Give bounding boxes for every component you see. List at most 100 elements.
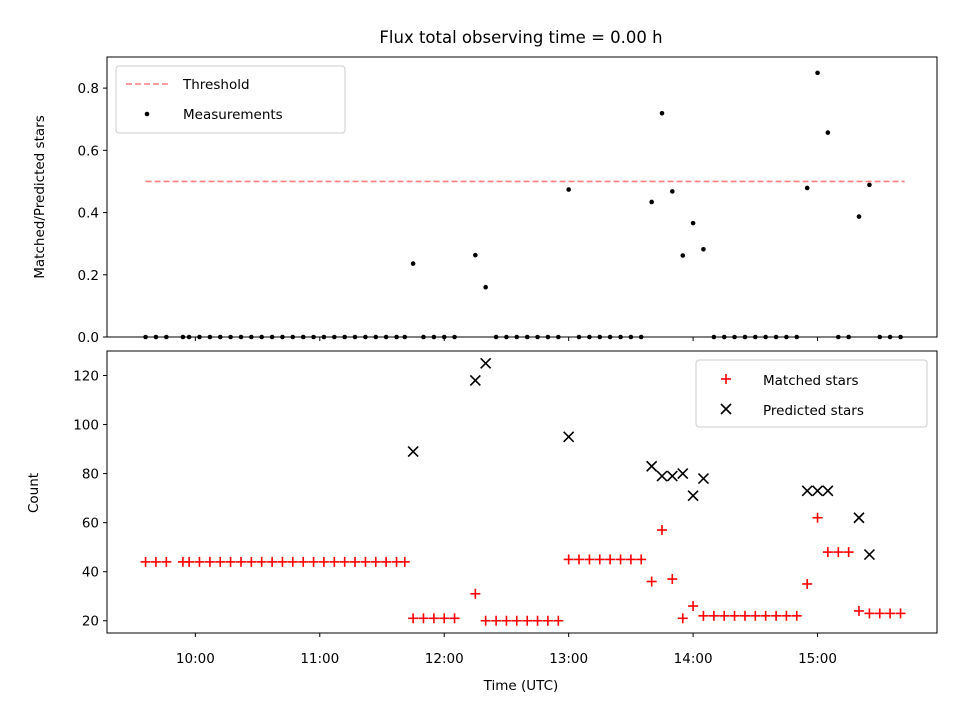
matched-star-point (449, 613, 460, 624)
matched-star-point (802, 578, 813, 589)
matched-star-point (350, 556, 361, 567)
bottom-x-tick-label: 15:00 (798, 651, 837, 667)
matched-star-point (399, 556, 410, 567)
predicted-star-point (853, 512, 865, 524)
predicted-star-point (677, 468, 689, 480)
matched-star-point (625, 554, 636, 565)
matched-star-point (277, 556, 288, 567)
matched-star-point (215, 556, 226, 567)
bottom-y-tick-label: 60 (82, 516, 99, 532)
measurement-point (825, 130, 831, 135)
bottom-y-tick-label: 120 (73, 369, 99, 385)
matched-star-point (480, 615, 491, 626)
matched-star-point (522, 615, 533, 626)
predicted-star-point (801, 485, 813, 497)
matched-star-point (739, 610, 750, 621)
measurement-point (867, 182, 872, 188)
measurement-point (473, 252, 478, 258)
matched-star-point (184, 556, 195, 567)
top-y-tick-label: 0.0 (78, 330, 99, 346)
measurement-point (483, 284, 488, 290)
matched-star-point (667, 574, 678, 585)
matched-star-point (204, 556, 215, 567)
matched-star-point (895, 608, 906, 619)
measurements-legend-swatch (144, 111, 150, 117)
matched-star-point (885, 608, 896, 619)
measurement-point (856, 214, 862, 219)
matched-star-point (339, 556, 350, 567)
matched-star-point (267, 556, 278, 567)
predicted-star-point (666, 470, 678, 482)
threshold-legend-label: Threshold (182, 77, 250, 93)
matched-star-point (308, 556, 319, 567)
matched-star-point (511, 615, 522, 626)
matched-star-point (194, 556, 205, 567)
predicted-star-point (863, 548, 875, 561)
measurement-point (566, 187, 571, 192)
predicted-star-point (656, 470, 668, 482)
predicted-star-point (646, 460, 658, 472)
bottom-x-axis-label: Time (UTC) (483, 678, 559, 694)
matched-star-point (140, 556, 151, 567)
measurement-point (815, 70, 820, 76)
matched-star-point (532, 615, 543, 626)
matched-star-point (656, 525, 667, 536)
matched-star-point (853, 605, 864, 616)
matched-star-point (408, 613, 419, 624)
matched-star-point (729, 610, 740, 621)
matched-star-point (615, 554, 626, 565)
matched-star-point (584, 554, 595, 565)
bottom-y-tick-label: 100 (73, 418, 99, 434)
matched-legend-swatch (721, 374, 731, 384)
measurement-point (701, 246, 706, 252)
matched-star-point (161, 556, 172, 567)
predicted-legend-label: Predicted stars (763, 403, 864, 419)
predicted-star-point (469, 374, 481, 386)
top-y-tick-label: 0.2 (78, 268, 99, 284)
top-panel: 0.00.20.40.60.8 Matched/Predicted stars … (32, 56, 938, 346)
measurement-point (670, 189, 675, 194)
matched-star-point (418, 613, 429, 624)
bottom-x-tick-label: 11:00 (300, 651, 339, 667)
matched-star-point (370, 556, 381, 567)
matched-star-point (318, 556, 329, 567)
matched-star-point (677, 613, 688, 624)
matched-star-point (236, 556, 247, 567)
matched-star-point (256, 556, 267, 567)
matched-star-point (708, 610, 719, 621)
matched-star-point (225, 556, 236, 567)
bottom-y-axis-label: Count (26, 473, 42, 513)
matched-star-point (646, 576, 657, 587)
bottom-y-tick-label: 40 (82, 565, 99, 581)
top-y-axis-label: Matched/Predicted stars (32, 115, 48, 278)
top-axes-frame (106, 56, 938, 338)
predicted-star-point (407, 445, 419, 458)
matched-star-point (822, 547, 833, 558)
measurements-legend-label: Measurements (183, 107, 283, 123)
predicted-star-point (811, 485, 824, 497)
top-y-tick-label: 0.8 (78, 81, 99, 97)
matched-star-point (843, 547, 854, 558)
matched-star-point (329, 556, 340, 567)
predicted-star-point (480, 357, 492, 369)
matched-star-point (298, 556, 309, 567)
matched-star-point (573, 554, 584, 565)
matched-star-point (864, 608, 875, 619)
matched-star-point (688, 601, 699, 612)
matched-star-point (360, 556, 371, 567)
matched-star-point (719, 610, 730, 621)
top-chart-title: Flux total observing time = 0.00 h (379, 28, 662, 47)
predicted-star-point (563, 431, 575, 443)
predicted-legend-swatch (720, 403, 732, 415)
matched-star-point (833, 547, 844, 558)
bottom-legend: Matched stars Predicted stars (695, 359, 928, 428)
measurement-point (804, 185, 810, 191)
matched-star-point (563, 554, 574, 565)
matched-star-point (698, 610, 709, 621)
bottom-axes-frame (106, 350, 938, 634)
matched-star-point (246, 556, 257, 567)
matched-star-point (781, 610, 792, 621)
bottom-x-tick-label: 10:00 (176, 651, 215, 667)
matched-star-point (381, 556, 392, 567)
